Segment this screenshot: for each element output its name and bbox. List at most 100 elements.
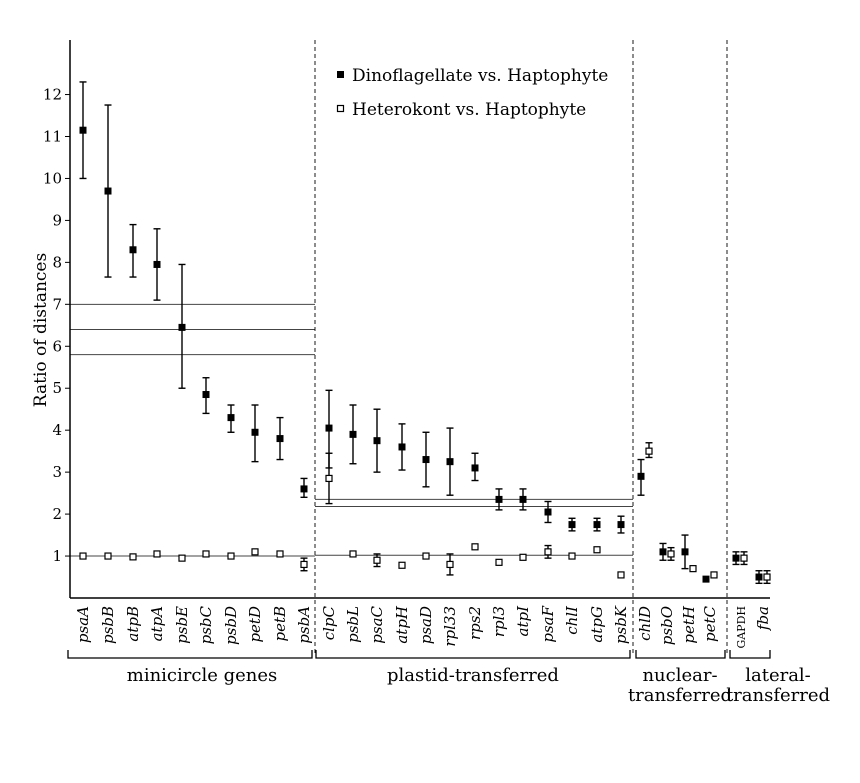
group-bracket <box>67 650 313 659</box>
y-tick-label: 10 <box>43 169 62 187</box>
x-tick-label: rpl33 <box>441 606 459 647</box>
x-tick-label: psaF <box>539 605 557 642</box>
hetero-point <box>79 552 87 560</box>
x-tick-label: psbD <box>222 606 240 645</box>
dino-point <box>129 246 137 254</box>
y-tick-label: 6 <box>52 337 62 355</box>
dino-point <box>227 414 235 422</box>
group-label: nuclear- <box>642 665 717 686</box>
dino-point <box>471 464 479 472</box>
dino-point <box>568 521 576 529</box>
legend-hetero-label: Heterokont vs. Haptophyte <box>352 100 586 120</box>
dino-point <box>617 521 625 529</box>
y-tick-label: 8 <box>52 253 62 271</box>
hetero-point <box>300 560 308 569</box>
hetero-point <box>227 552 235 560</box>
x-tick-label: GAPDH <box>735 606 748 649</box>
y-tick-label: 2 <box>52 505 62 523</box>
dino-point <box>276 435 284 443</box>
x-tick-label: petH <box>680 605 698 644</box>
hetero-point <box>373 556 381 564</box>
legend-hetero-marker <box>336 104 345 113</box>
y-tick-label: 7 <box>52 295 62 313</box>
dino-point <box>681 548 689 556</box>
dino-point <box>349 430 357 438</box>
y-tick-label: 5 <box>52 379 62 397</box>
dino-point <box>702 575 710 583</box>
x-tick-label: psbK <box>612 605 630 644</box>
dino-point <box>104 187 112 195</box>
dino-point <box>373 437 381 445</box>
dino-point <box>398 443 406 451</box>
legend-dino-marker <box>337 71 344 78</box>
group-label: transferred <box>628 685 732 706</box>
y-tick-label: 1 <box>52 547 62 565</box>
x-tick-label: clpC <box>320 605 338 640</box>
dino-point <box>79 126 87 134</box>
dino-point <box>153 260 161 268</box>
x-tick-label: rpl3 <box>490 606 508 637</box>
x-tick-label: psbE <box>173 606 191 644</box>
dino-point <box>300 485 308 493</box>
x-tick-label: psaD <box>417 606 435 644</box>
group-bracket <box>635 650 726 659</box>
hetero-point <box>645 447 653 455</box>
group-label: lateral- <box>745 665 811 686</box>
hetero-point <box>129 553 137 561</box>
dino-point <box>593 521 601 529</box>
x-tick-label: atpI <box>514 605 532 637</box>
dino-point <box>495 495 503 503</box>
dino-point <box>446 458 454 466</box>
hetero-point <box>471 543 479 551</box>
x-tick-label: petD <box>246 606 264 643</box>
x-tick-label: atpG <box>588 606 606 643</box>
group-label: minicircle genes <box>127 665 278 686</box>
x-tick-label: fba <box>754 606 772 631</box>
x-tick-label: chlI <box>563 605 581 635</box>
dino-point <box>732 554 740 562</box>
dino-point <box>422 456 430 464</box>
y-tick-label: 4 <box>52 421 62 439</box>
hetero-point <box>398 561 406 569</box>
x-tick-label: psbB <box>99 606 117 644</box>
x-tick-label: psbA <box>295 606 313 644</box>
y-axis-label: Ratio of distances <box>31 253 51 407</box>
hetero-point <box>325 474 333 483</box>
hetero-point <box>178 554 186 562</box>
reference-lines <box>70 303 633 557</box>
x-tick-label: rps2 <box>466 606 484 640</box>
x-tick-label: petB <box>271 606 289 642</box>
hetero-point <box>689 565 697 573</box>
dino-point <box>755 573 763 581</box>
hetero-point <box>276 550 284 558</box>
dino-point <box>202 391 210 399</box>
legend-dino-label: Dinoflagellate vs. Haptophyte <box>352 66 608 86</box>
y-tick-label: 11 <box>43 127 62 145</box>
x-tick-label: chlD <box>636 606 654 641</box>
x-tick-label: petC <box>701 605 719 642</box>
hetero-point <box>202 550 210 558</box>
dino-point <box>544 508 552 516</box>
group-label: plastid-transferred <box>387 665 559 686</box>
x-tick-label: psbC <box>197 605 215 644</box>
y-tick-label: 9 <box>52 211 62 229</box>
hetero-point <box>617 571 625 579</box>
group-bracket <box>315 650 631 659</box>
hetero-point <box>153 550 161 558</box>
x-tick-labels: psaA psbB atpB atpA psbE psbC psbD petD petB psbA… <box>74 605 772 649</box>
dino-point <box>519 495 527 503</box>
x-tick-label: atpA <box>148 606 166 642</box>
x-tick-label: psbL <box>344 606 362 643</box>
group-label: transferred <box>726 685 830 706</box>
hetero-point <box>519 553 527 561</box>
x-tick-label: atpH <box>393 605 411 644</box>
hetero-point <box>251 548 259 556</box>
hetero-point <box>763 573 771 581</box>
hetero-point <box>740 554 748 562</box>
hetero-point <box>495 558 503 566</box>
x-tick-label: psaC <box>368 605 386 643</box>
x-tick-label: psaA <box>74 606 92 643</box>
hetero-point <box>422 552 430 560</box>
